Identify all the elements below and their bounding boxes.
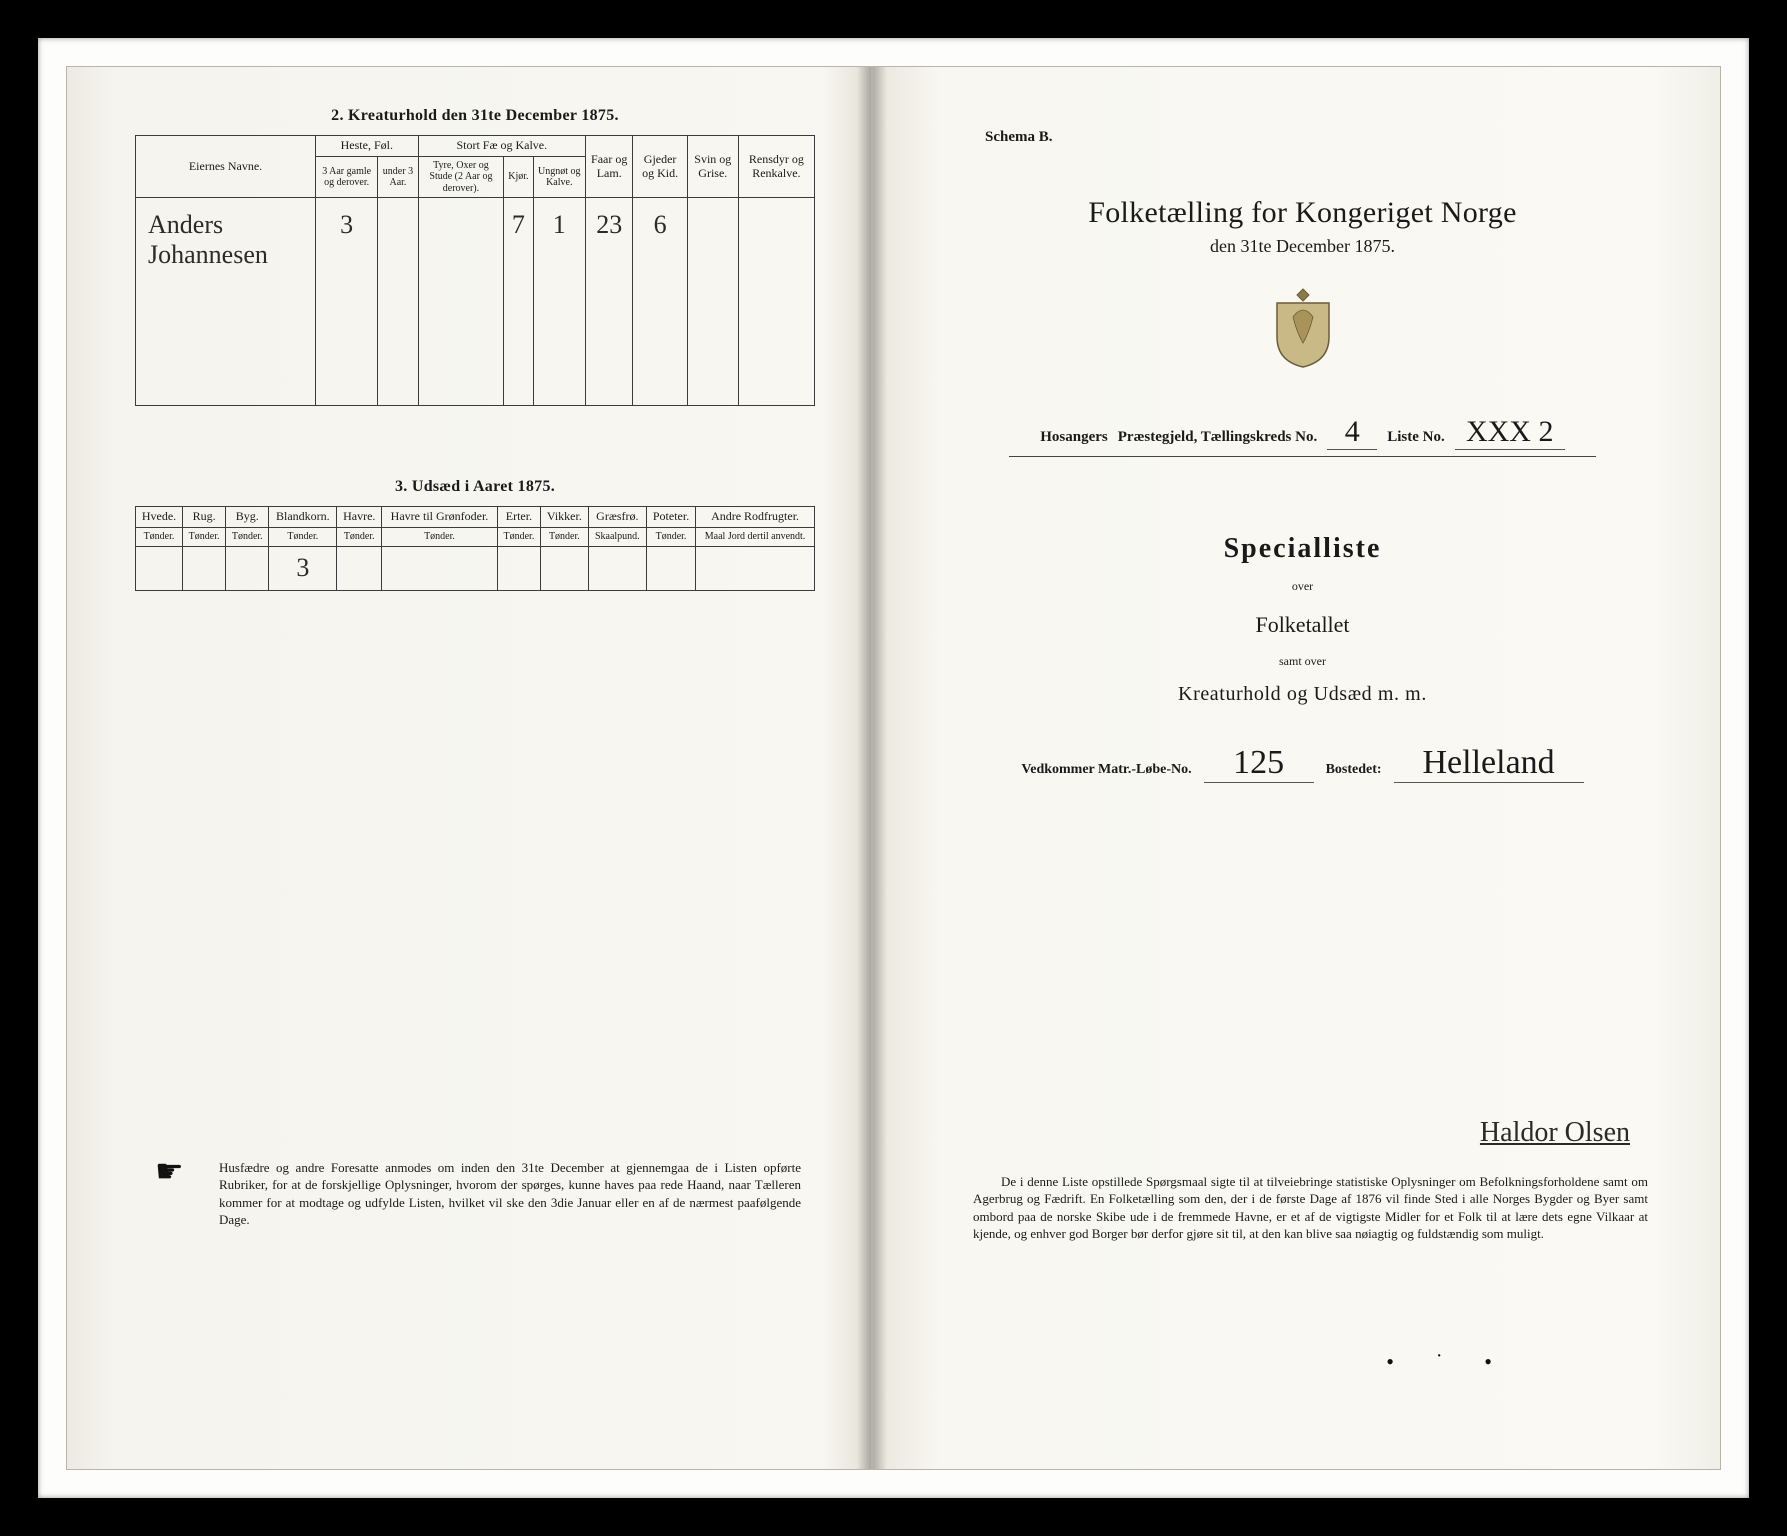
id-prefix: Hosangers (1040, 429, 1108, 446)
ink-spot-icon: • ˙ • (1386, 1349, 1510, 1375)
col-ren: Rensdyr og Renkalve. (738, 136, 814, 198)
cell-heste-3plus: 3 (316, 198, 378, 406)
identification-line: Hosangers Præstegjeld, Tællingskreds No.… (1009, 415, 1595, 457)
footnote-text: Husfædre og andre Foresatte anmodes om i… (219, 1159, 801, 1229)
col-poteter: Poteter. (646, 507, 695, 528)
specialliste-title: Specialliste (945, 533, 1660, 565)
unit-rug: Tønder. (182, 528, 225, 547)
col-havre-gron: Havre til Grønfoder. (382, 507, 498, 528)
cell-storfe-tyre (418, 198, 504, 406)
col-havre: Havre. (337, 507, 382, 528)
colgroup-storfe: Stort Fæ og Kalve. (418, 136, 585, 157)
col-storfe-kjor: Kjør. (504, 156, 533, 198)
col-rug: Rug. (182, 507, 225, 528)
col-erter: Erter. (497, 507, 540, 528)
cell-storfe-ungnot: 1 (533, 198, 585, 406)
id-liste-value: XXX 2 (1455, 415, 1565, 450)
cell-bland: 3 (269, 546, 337, 590)
right-page: Schema B. Folketælling for Kongeriget No… (872, 66, 1721, 1470)
cell-andre (696, 546, 815, 590)
schema-label: Schema B. (985, 129, 1660, 146)
bosted-value: Helleland (1394, 744, 1584, 783)
unit-bland: Tønder. (269, 528, 337, 547)
specialliste-block: Specialliste over Folketallet samt over … (945, 533, 1660, 706)
unit-andre: Maal Jord dertil anvendt. (696, 528, 815, 547)
colgroup-heste: Heste, Føl. (316, 136, 419, 157)
col-byg: Byg. (226, 507, 269, 528)
seed-block: 3. Udsæd i Aaret 1875. Hvede. Rug. Byg. … (135, 478, 815, 590)
id-mid: Præstegjeld, Tællingskreds No. (1118, 429, 1317, 446)
col-gjeder: Gjeder og Kid. (633, 136, 687, 198)
col-heste-u3: under 3 Aar. (378, 156, 418, 198)
cell-ren (738, 198, 814, 406)
bottom-paragraph: De i denne Liste opstillede Spørgsmaal s… (973, 1173, 1648, 1243)
id-kreds-value: 4 (1327, 415, 1377, 450)
vedkommer-line: Vedkommer Matr.-Løbe-No. 125 Bostedet: H… (945, 744, 1660, 783)
unit-vikker: Tønder. (541, 528, 589, 547)
unit-hvede: Tønder. (136, 528, 183, 547)
title-block: Folketælling for Kongeriget Norge den 31… (945, 196, 1660, 371)
unit-erter: Tønder. (497, 528, 540, 547)
page-spread: 2. Kreaturhold den 31te December 1875. E… (66, 66, 1721, 1470)
unit-havre: Tønder. (337, 528, 382, 547)
cell-hvede (136, 546, 183, 590)
cell-erter (497, 546, 540, 590)
cell-svin (687, 198, 738, 406)
over-1: over (945, 579, 1660, 594)
col-vikker: Vikker. (541, 507, 589, 528)
scan-frame: 2. Kreaturhold den 31te December 1875. E… (38, 38, 1749, 1498)
col-svin: Svin og Grise. (687, 136, 738, 198)
livestock-table: Eiernes Navne. Heste, Føl. Stort Fæ og K… (135, 135, 815, 406)
cell-heste-u3 (378, 198, 418, 406)
signature: Haldor Olsen (1480, 1117, 1630, 1149)
cell-storfe-kjor: 7 (504, 198, 533, 406)
cell-havre (337, 546, 382, 590)
cell-havre-gron (382, 546, 498, 590)
census-subtitle: den 31te December 1875. (945, 236, 1660, 257)
col-graes: Græsfrø. (588, 507, 646, 528)
left-page: 2. Kreaturhold den 31te December 1875. E… (66, 66, 872, 1470)
seed-row: 3 (136, 546, 815, 590)
gutter-shadow-left (857, 67, 871, 1469)
seed-table: Hvede. Rug. Byg. Blandkorn. Havre. Havre… (135, 506, 815, 590)
col-bland: Blandkorn. (269, 507, 337, 528)
col-andre: Andre Rod­frugter. (696, 507, 815, 528)
col-storfe-ungnot: Ungnøt og Kalve. (533, 156, 585, 198)
col-heste-3plus: 3 Aar gamle og derover. (316, 156, 378, 198)
cell-byg (226, 546, 269, 590)
livestock-row: Anders Johannesen 3 7 1 23 6 (136, 198, 815, 406)
section3-title: 3. Udsæd i Aaret 1875. (135, 478, 815, 496)
cell-faar: 23 (585, 198, 632, 406)
col-storfe-tyre: Tyre, Oxer og Stude (2 Aar og derover). (418, 156, 504, 198)
cell-poteter (646, 546, 695, 590)
cell-gjeder: 6 (633, 198, 687, 406)
cell-vikker (541, 546, 589, 590)
coat-of-arms-icon (1267, 285, 1339, 371)
unit-havre-gron: Tønder. (382, 528, 498, 547)
folketallet: Folketallet (945, 612, 1660, 638)
pointing-hand-icon: ☛ (155, 1159, 201, 1183)
samt-over: samt over (945, 654, 1660, 669)
unit-graes: Skaalpund. (588, 528, 646, 547)
cell-eier: Anders Johannesen (136, 198, 316, 406)
col-eier: Eiernes Navne. (136, 136, 316, 198)
vedkommer-no: 125 (1204, 744, 1314, 783)
vedkommer-label: Vedkommer Matr.-Løbe-No. (1021, 762, 1191, 778)
unit-byg: Tønder. (226, 528, 269, 547)
cell-graes (588, 546, 646, 590)
unit-poteter: Tønder. (646, 528, 695, 547)
id-liste-label: Liste No. (1387, 429, 1445, 446)
bosted-label: Bostedet: (1326, 762, 1382, 778)
col-faar: Faar og Lam. (585, 136, 632, 198)
gutter-shadow-right (873, 67, 887, 1469)
census-title: Folketælling for Kongeriget Norge (945, 196, 1660, 230)
footnote-block: ☛ Husfædre og andre Foresatte anmodes om… (155, 1159, 801, 1229)
section2-title: 2. Kreaturhold den 31te December 1875. (135, 107, 815, 125)
col-hvede: Hvede. (136, 507, 183, 528)
cell-rug (182, 546, 225, 590)
kreaturhold-line: Kreaturhold og Udsæd m. m. (945, 683, 1660, 706)
